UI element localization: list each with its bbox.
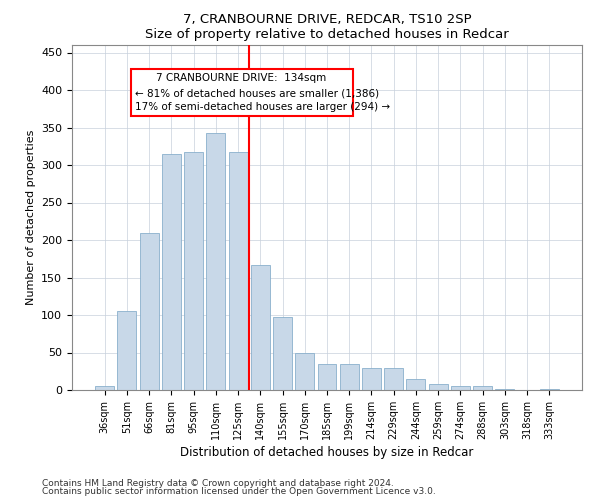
Bar <box>162 154 181 390</box>
Bar <box>206 132 225 390</box>
Bar <box>384 368 403 390</box>
Bar <box>273 318 292 390</box>
X-axis label: Distribution of detached houses by size in Redcar: Distribution of detached houses by size … <box>181 446 473 459</box>
Bar <box>118 311 136 390</box>
Text: Contains HM Land Registry data © Crown copyright and database right 2024.: Contains HM Land Registry data © Crown c… <box>42 478 394 488</box>
Y-axis label: Number of detached properties: Number of detached properties <box>26 130 35 305</box>
Text: 17% of semi-detached houses are larger (294) →: 17% of semi-detached houses are larger (… <box>135 102 390 113</box>
Bar <box>362 368 381 390</box>
Text: 7 CRANBOURNE DRIVE:  134sqm: 7 CRANBOURNE DRIVE: 134sqm <box>157 74 327 84</box>
Bar <box>140 232 158 390</box>
Bar <box>496 389 514 390</box>
Bar <box>95 386 114 390</box>
Bar <box>406 379 425 390</box>
Bar <box>340 364 359 390</box>
Text: Contains public sector information licensed under the Open Government Licence v3: Contains public sector information licen… <box>42 487 436 496</box>
Bar <box>473 386 492 390</box>
Text: ← 81% of detached houses are smaller (1,386): ← 81% of detached houses are smaller (1,… <box>135 88 379 99</box>
Bar <box>295 352 314 390</box>
Bar <box>229 152 248 390</box>
Bar <box>317 364 337 390</box>
Bar <box>451 386 470 390</box>
Bar <box>184 152 203 390</box>
FancyBboxPatch shape <box>131 69 353 116</box>
Bar <box>429 384 448 390</box>
Title: 7, CRANBOURNE DRIVE, REDCAR, TS10 2SP
Size of property relative to detached hous: 7, CRANBOURNE DRIVE, REDCAR, TS10 2SP Si… <box>145 13 509 41</box>
Bar <box>540 389 559 390</box>
Bar <box>251 265 270 390</box>
